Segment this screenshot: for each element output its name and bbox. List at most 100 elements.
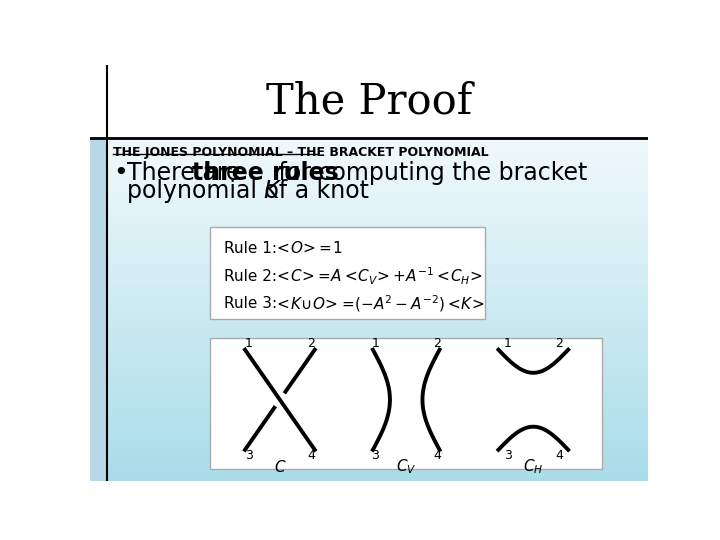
Text: 2: 2 (433, 337, 441, 350)
Bar (90, 449, 648, 451)
Text: 1: 1 (372, 337, 379, 350)
Bar (90, 173, 648, 175)
Bar (90, 439, 648, 441)
Bar (90, 289, 648, 292)
Bar (90, 244, 648, 246)
Bar (90, 397, 648, 400)
Bar (90, 87, 648, 90)
Bar (90, 364, 648, 366)
Bar (90, 192, 648, 194)
Bar (90, 156, 648, 158)
Text: •: • (113, 161, 128, 185)
Bar (90, 165, 648, 167)
Bar (90, 258, 648, 260)
Bar (90, 441, 648, 443)
Bar (90, 204, 648, 206)
Bar (90, 266, 648, 268)
Bar (90, 420, 648, 422)
Bar (90, 152, 648, 154)
Bar (90, 310, 648, 312)
Bar (90, 175, 648, 177)
Bar (90, 158, 648, 160)
Bar (90, 154, 648, 156)
Bar (90, 349, 648, 352)
Bar (90, 144, 648, 146)
Bar (90, 202, 648, 204)
Bar (90, 163, 648, 165)
Bar (90, 379, 648, 381)
Bar (90, 69, 648, 71)
Bar (90, 362, 648, 364)
Bar (90, 292, 648, 294)
Bar (90, 402, 648, 404)
Bar (90, 241, 648, 244)
Bar (90, 431, 648, 433)
Bar (90, 125, 648, 127)
Bar (90, 279, 648, 281)
Text: 4: 4 (433, 449, 441, 462)
Bar (90, 196, 648, 198)
Bar (90, 194, 648, 196)
Bar (90, 400, 648, 402)
Bar (90, 437, 648, 439)
Bar (90, 177, 648, 179)
Bar (90, 341, 648, 343)
Bar (90, 335, 648, 337)
Bar (90, 67, 648, 69)
Bar (90, 219, 648, 221)
Text: $C_H$: $C_H$ (523, 457, 544, 476)
Bar (90, 468, 648, 470)
Bar (90, 370, 648, 373)
Bar (90, 77, 648, 79)
Bar (90, 117, 648, 119)
Text: Rule 2:: Rule 2: (224, 269, 277, 284)
Bar (90, 404, 648, 406)
Bar (90, 171, 648, 173)
Text: 3: 3 (245, 449, 253, 462)
Bar (90, 181, 648, 183)
Bar (90, 451, 648, 454)
Bar (90, 217, 648, 219)
Text: THE JONES POLYNOMIAL – THE BRACKET POLYNOMIAL: THE JONES POLYNOMIAL – THE BRACKET POLYN… (113, 146, 489, 159)
Bar (90, 254, 648, 256)
Bar (90, 265, 648, 266)
Bar (90, 285, 648, 287)
Bar (90, 129, 648, 131)
Bar (90, 106, 648, 109)
Bar (90, 84, 648, 85)
Bar (90, 85, 648, 87)
Text: $<\!K\!\cup\!O\!>\!=\!(-A^2-A^{-2})<\!K\!>$: $<\!K\!\cup\!O\!>\!=\!(-A^2-A^{-2})<\!K\… (274, 293, 485, 314)
Text: 1: 1 (245, 337, 253, 350)
Bar (90, 302, 648, 304)
Bar (90, 260, 648, 262)
Text: There are: There are (127, 161, 248, 185)
Bar (90, 113, 648, 114)
Text: $C_V$: $C_V$ (396, 457, 416, 476)
Bar (90, 160, 648, 163)
Bar (90, 104, 648, 106)
Bar (90, 391, 648, 393)
Bar (90, 94, 648, 96)
Bar (90, 424, 648, 427)
Bar (90, 248, 648, 250)
Bar (90, 377, 648, 379)
Bar (90, 346, 648, 348)
Bar (90, 109, 648, 111)
Bar (90, 454, 648, 456)
Bar (90, 238, 648, 239)
Bar (90, 65, 648, 138)
Bar (90, 100, 648, 102)
Bar (90, 381, 648, 383)
Bar (90, 300, 648, 302)
Bar (90, 393, 648, 395)
Bar (90, 227, 648, 229)
Bar (90, 470, 648, 472)
Bar (90, 90, 648, 92)
Bar (90, 179, 648, 181)
Bar (90, 306, 648, 308)
Bar (90, 190, 648, 192)
Bar (90, 360, 648, 362)
Text: $C$: $C$ (274, 459, 286, 475)
Bar (90, 422, 648, 424)
Bar (90, 464, 648, 466)
